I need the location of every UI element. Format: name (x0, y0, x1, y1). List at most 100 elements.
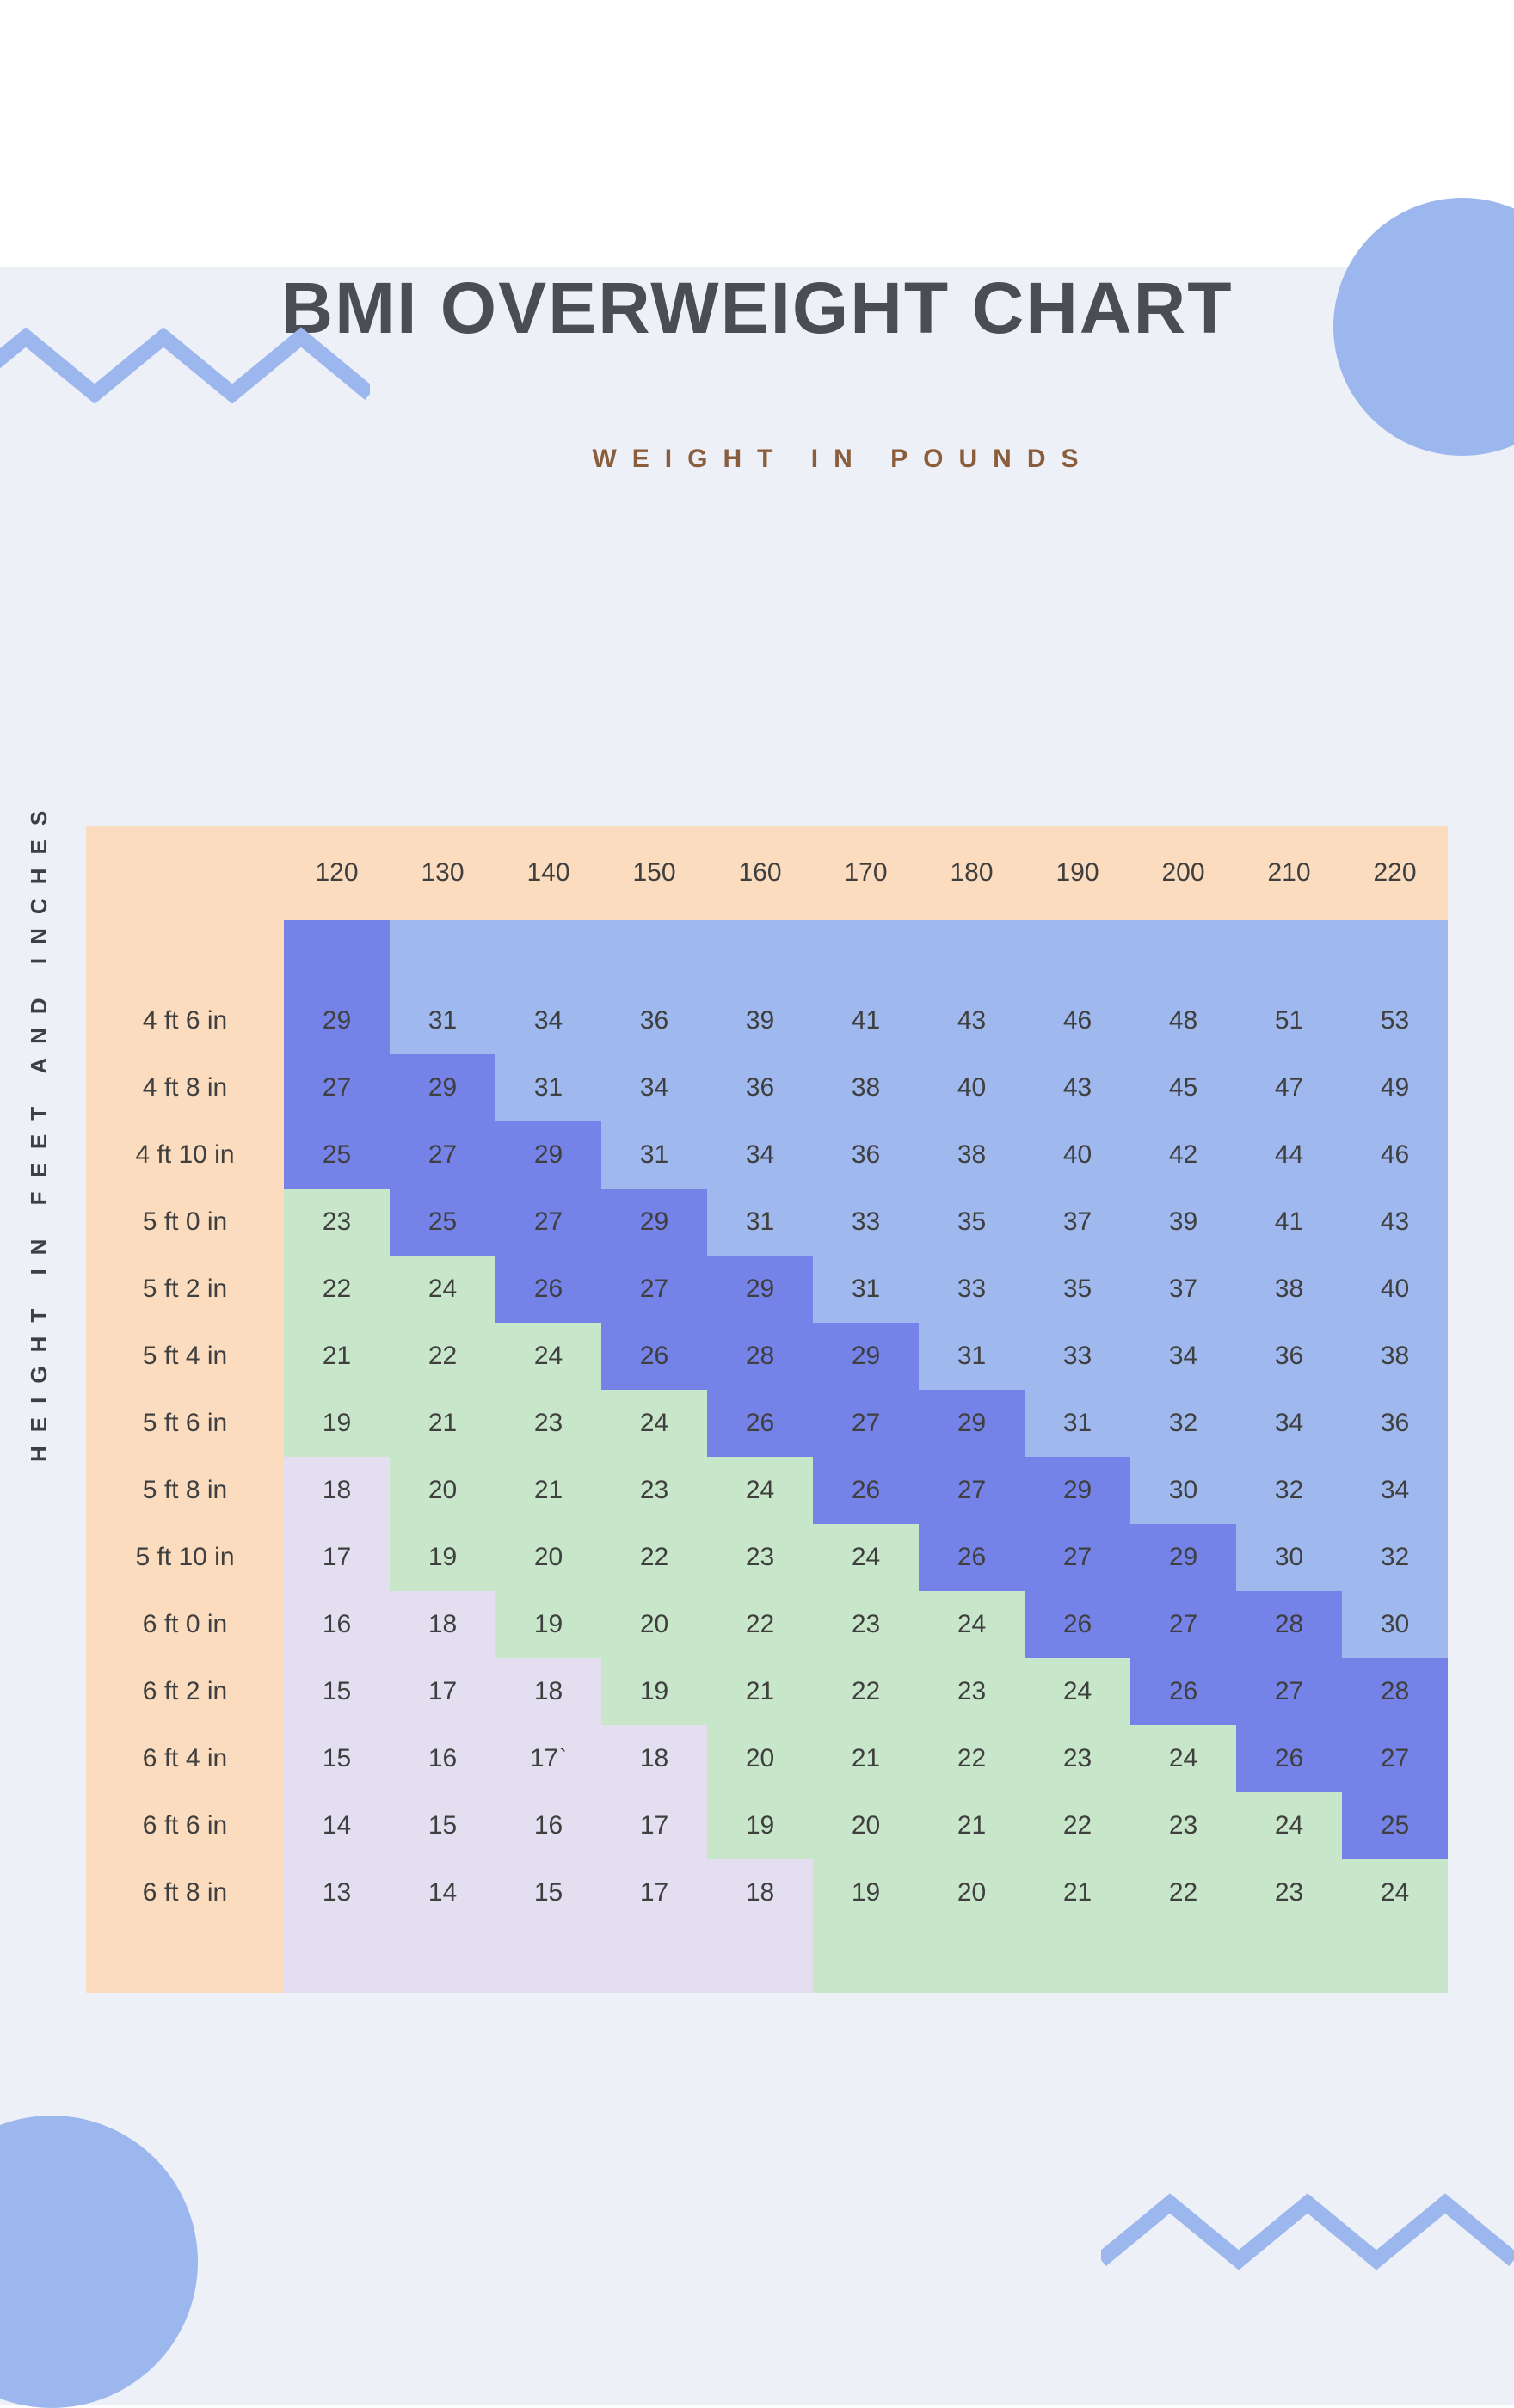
bmi-cell: 18 (495, 1658, 601, 1725)
bmi-cell: 17` (495, 1725, 601, 1792)
bmi-cell: 24 (707, 1457, 813, 1524)
bmi-cell: 20 (919, 1859, 1025, 1926)
bmi-cell: 21 (1025, 1859, 1130, 1926)
height-label: 6 ft 6 in (86, 1792, 284, 1859)
bmi-cell: 27 (390, 1121, 495, 1189)
bmi-cell: 38 (1236, 1256, 1342, 1323)
bmi-cell: 31 (390, 987, 495, 1054)
bmi-cell: 28 (1342, 1658, 1448, 1725)
bmi-cell: 29 (495, 1121, 601, 1189)
weight-header: 130 (390, 826, 495, 920)
bmi-cell: 29 (284, 987, 390, 1054)
bmi-cell: 31 (1025, 1390, 1130, 1457)
bmi-cell: 22 (284, 1256, 390, 1323)
bmi-cell: 34 (707, 1121, 813, 1189)
bmi-cell: 43 (1342, 1189, 1448, 1256)
bmi-cell: 34 (1342, 1457, 1448, 1524)
bmi-cell: 23 (495, 1390, 601, 1457)
top-left-zigzag-icon (0, 327, 370, 404)
bmi-cell: 38 (813, 1054, 919, 1121)
height-label: 4 ft 10 in (86, 1121, 284, 1189)
bmi-cell: 53 (1342, 987, 1448, 1054)
bmi-cell: 27 (1236, 1658, 1342, 1725)
table-row: 6 ft 8 in1314151718192021222324 (86, 1859, 1448, 1926)
bmi-cell: 23 (1236, 1859, 1342, 1926)
bmi-cell: 37 (1130, 1256, 1236, 1323)
weight-header: 190 (1025, 826, 1130, 920)
bmi-cell: 21 (390, 1390, 495, 1457)
bmi-cell: 28 (707, 1323, 813, 1390)
table-row: 5 ft 0 in2325272931333537394143 (86, 1189, 1448, 1256)
bmi-cell: 25 (1342, 1792, 1448, 1859)
bmi-cell: 29 (707, 1256, 813, 1323)
bmi-cell: 24 (1130, 1725, 1236, 1792)
bmi-cell: 27 (601, 1256, 707, 1323)
bmi-cell: 34 (601, 1054, 707, 1121)
weight-header: 150 (601, 826, 707, 920)
bmi-cell: 24 (813, 1524, 919, 1591)
bmi-cell: 19 (707, 1792, 813, 1859)
bmi-cell: 23 (707, 1524, 813, 1591)
bmi-cell: 41 (1236, 1189, 1342, 1256)
bmi-cell: 36 (1342, 1390, 1448, 1457)
bmi-cell: 14 (284, 1792, 390, 1859)
table-row: 5 ft 6 in1921232426272931323436 (86, 1390, 1448, 1457)
bmi-cell: 30 (1342, 1591, 1448, 1658)
bmi-cell: 40 (919, 1054, 1025, 1121)
bmi-cell: 35 (919, 1189, 1025, 1256)
bmi-cell: 44 (1236, 1121, 1342, 1189)
height-label: 5 ft 4 in (86, 1323, 284, 1390)
table-row: 4 ft 6 in2931343639414346485153 (86, 987, 1448, 1054)
height-label: 5 ft 0 in (86, 1189, 284, 1256)
table-row: 5 ft 10 in1719202223242627293032 (86, 1524, 1448, 1591)
bmi-cell: 21 (284, 1323, 390, 1390)
bmi-cell: 21 (707, 1658, 813, 1725)
bmi-cell: 22 (707, 1591, 813, 1658)
bmi-cell: 29 (1130, 1524, 1236, 1591)
table-row: 6 ft 6 in1415161719202122232425 (86, 1792, 1448, 1859)
bmi-cell: 27 (813, 1390, 919, 1457)
bmi-cell: 22 (601, 1524, 707, 1591)
bmi-cell: 26 (707, 1390, 813, 1457)
bmi-cell: 18 (390, 1591, 495, 1658)
weight-header: 210 (1236, 826, 1342, 920)
weight-header: 220 (1342, 826, 1448, 920)
weight-header: 140 (495, 826, 601, 920)
bmi-cell: 17 (390, 1658, 495, 1725)
height-label: 6 ft 8 in (86, 1859, 284, 1926)
table-row: 6 ft 0 in1618192022232426272830 (86, 1591, 1448, 1658)
weight-header: 170 (813, 826, 919, 920)
bmi-cell: 33 (1025, 1323, 1130, 1390)
height-label: 5 ft 6 in (86, 1390, 284, 1457)
bmi-cell: 30 (1236, 1524, 1342, 1591)
bmi-cell: 21 (495, 1457, 601, 1524)
height-label: 6 ft 4 in (86, 1725, 284, 1792)
bmi-cell: 40 (1025, 1121, 1130, 1189)
bmi-cell: 18 (707, 1859, 813, 1926)
bmi-cell: 27 (919, 1457, 1025, 1524)
height-label: 5 ft 2 in (86, 1256, 284, 1323)
bmi-cell: 43 (1025, 1054, 1130, 1121)
bmi-cell: 39 (1130, 1189, 1236, 1256)
height-label: 6 ft 0 in (86, 1591, 284, 1658)
bmi-cell: 34 (1130, 1323, 1236, 1390)
bmi-cell: 20 (390, 1457, 495, 1524)
bmi-cell: 32 (1342, 1524, 1448, 1591)
bmi-cell: 19 (284, 1390, 390, 1457)
bmi-cell: 29 (813, 1323, 919, 1390)
bmi-cell: 20 (813, 1792, 919, 1859)
bmi-cell: 19 (390, 1524, 495, 1591)
bmi-cell: 39 (707, 987, 813, 1054)
bmi-cell: 19 (813, 1859, 919, 1926)
bmi-cell: 26 (601, 1323, 707, 1390)
bmi-cell: 30 (1130, 1457, 1236, 1524)
x-axis-label: WEIGHT IN POUNDS (172, 445, 1514, 474)
bmi-cell: 36 (813, 1121, 919, 1189)
bmi-cell: 25 (390, 1189, 495, 1256)
bmi-cell: 24 (1025, 1658, 1130, 1725)
bmi-cell: 24 (390, 1256, 495, 1323)
bmi-cell: 21 (813, 1725, 919, 1792)
bmi-cell: 13 (284, 1859, 390, 1926)
bmi-cell: 33 (919, 1256, 1025, 1323)
table-corner (86, 826, 284, 920)
